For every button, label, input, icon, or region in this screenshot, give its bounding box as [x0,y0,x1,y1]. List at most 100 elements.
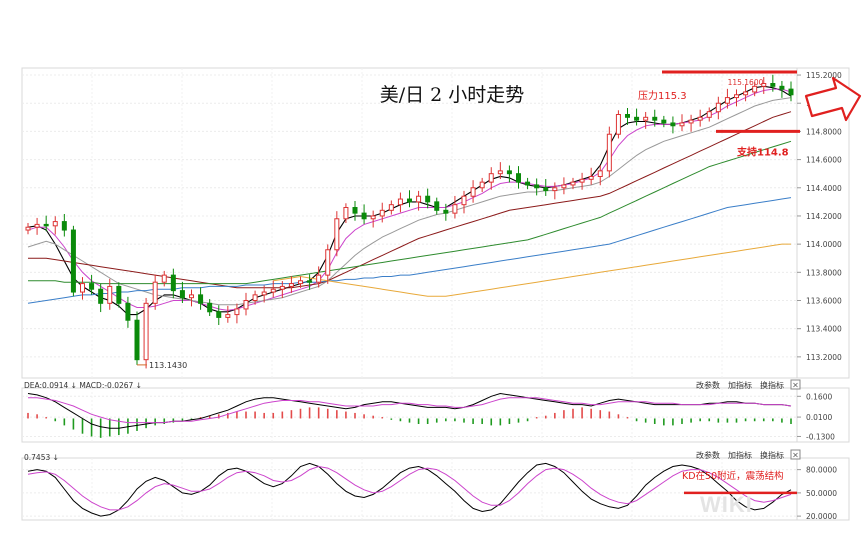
candle-body [688,119,694,124]
candle-body [52,221,58,227]
candle-body [116,285,122,304]
main-tick-label: 114.2000 [806,212,842,221]
candle-body [216,311,222,318]
macd-tick-label: 0.0100 [806,413,832,422]
ma-line-7 [273,243,791,297]
main-tick-label: 113.6000 [806,297,842,306]
candle-body [534,184,540,189]
main-frame [21,67,798,379]
candle-body [25,226,31,231]
main-tick-label: 115.2000 [806,71,842,80]
candle-body [516,173,521,183]
candle-body [334,218,340,251]
candle-body [170,274,176,292]
kd-button-2: 加指标 [728,450,752,460]
candle-body [316,274,322,283]
main-tick-label: 113.4000 [806,325,842,334]
candle-body [452,204,458,214]
candle-body [343,207,349,220]
kd-line-1 [27,462,792,517]
kd-label: 0.7453 ↓ [24,453,59,462]
candle-body [234,308,240,316]
candle-body [561,184,567,189]
kd-line-2 [27,465,792,511]
watermark: WIKI [700,492,753,517]
macd-button-2: 加指标 [728,380,752,390]
main-tick-label: 114.4000 [806,184,842,193]
candle-body [198,294,204,304]
kd-close-button [790,449,801,460]
candle-body [770,83,776,87]
candle-body [243,300,249,310]
candle-body [470,187,476,197]
candle-body [525,181,531,186]
chart-title: 美/日 2 小时走势 [380,84,525,106]
candle-body [143,302,149,361]
candle-body [761,83,767,87]
candle-body [370,215,376,220]
candle-body [252,294,258,302]
candle-body [325,249,331,276]
kd-axis-area [796,457,850,521]
candle-body [488,173,494,183]
macd-close-button [790,379,801,390]
candle-body [543,187,549,192]
candle-body [425,195,431,203]
candle-body [125,302,131,321]
support-label: 支持114.8 [736,145,789,158]
candle-body [379,209,385,217]
candle-body [634,116,640,121]
candle-body [261,291,267,296]
kd-tick-label: 80.0000 [806,466,837,475]
candle-body [288,283,294,287]
candle-body [606,133,612,172]
candle-body [98,288,104,304]
candle-body [161,274,167,283]
trend-arrow [804,76,862,122]
kd-annotation: KD在50附近，震荡结构 [682,470,784,482]
candle-body [497,170,503,175]
kd-frame [21,457,798,521]
candle-body [597,170,603,177]
main-axis-area [796,67,850,379]
candle-body [89,283,95,290]
candle-body [652,116,658,121]
candle-body [643,116,649,121]
candle-body [506,170,512,175]
main-tick-label: 113.8000 [806,268,842,277]
macd-button-3: 换指标 [760,380,784,390]
macd-label: DEA:0.0914 ↓ MACD:-0.0267 ↓ [24,381,142,390]
candle-body [588,176,594,180]
candle-body [788,88,794,96]
candle-body [743,91,749,96]
candle-body [706,111,712,118]
candle-body [552,187,558,192]
macd-line-2 [28,397,792,424]
candle-body [779,85,785,90]
macd-tick-label: 0.1600 [806,392,832,401]
candle-body [679,122,685,127]
candle-body [298,280,303,285]
candle-body [407,198,412,203]
kd-tick-label: 50.0000 [806,489,837,498]
macd-close-icon: × [792,381,799,390]
macd-tick-label: -0.1300 [806,432,835,441]
macd-frame [21,387,798,443]
macd-button-1: 改参数 [696,380,720,390]
candle-body [443,209,449,214]
main-tick-label: 114.8000 [806,127,842,136]
main-tick-label: 113.2000 [806,353,842,362]
candle-body [134,319,140,361]
candle-body [388,204,394,211]
candle-body [752,85,758,93]
candle-body [697,116,703,121]
candle-body [80,283,85,293]
candle-body [579,178,585,183]
candle-body [734,94,739,99]
candle-body [397,198,403,206]
resistance-label: 压力115.3 [638,89,687,102]
candle-body [207,302,213,313]
candle-body [279,285,285,290]
